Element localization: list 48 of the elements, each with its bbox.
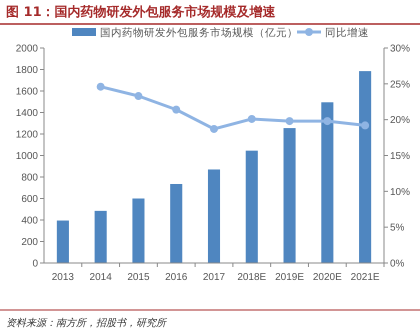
x-tick-label: 2016 [165,272,188,283]
legend-label: 国内药物研发外包服务市场规模（亿元） [100,26,298,39]
y-tick-label: 1400 [16,108,38,119]
y-tick-label: 800 [21,172,38,184]
bar [94,210,107,263]
x-tick-label: 2017 [202,272,226,283]
bar [284,128,296,263]
y-tick-label: 1800 [16,65,38,76]
y-tick-label: 2000 [16,44,38,54]
bar [132,198,144,263]
x-tick-label: 2015 [127,272,150,283]
point [286,117,294,126]
y-tick-label: 200 [21,237,38,248]
point [172,106,180,114]
y-tick-label: 0 [32,258,38,270]
point [361,121,370,130]
x-tick-label: 2018E [237,272,267,283]
x-tick-label: 2021E [350,272,380,283]
y2-tick-label: 0% [390,258,405,270]
bar [359,71,372,263]
y-tick-label: 400 [21,216,38,226]
bar [56,220,69,263]
chart-title: 图 11：国内药物研发外包服务市场规模及增速 [6,4,277,20]
y2-tick-label: 10% [390,186,410,198]
bar [246,150,258,263]
x-tick-label: 2013 [52,272,74,283]
point [323,117,332,126]
y2-tick-label: 20% [390,115,410,126]
text: 资料来源：南方所，招股书，研究所 [6,317,168,329]
y-tick-label: 1600 [16,86,38,98]
y2-tick-label: 5% [390,222,405,234]
point [210,124,218,133]
point [248,114,256,123]
y2-tick-label: 25% [390,79,410,90]
bar [208,169,220,263]
bar [170,184,182,263]
bar [321,102,334,263]
point [96,82,105,91]
y-tick-label: 1200 [16,130,38,140]
legend-label: 同比增速 [325,26,369,39]
y-tick-label: 600 [21,194,38,205]
y-tick-label: 1000 [16,151,38,162]
x-tick-label: 2014 [90,272,112,283]
y2-tick-label: 15% [390,151,410,162]
x-tick-label: 2019E [275,272,304,283]
x-tick-label: 2020E [312,272,342,283]
y2-tick-label: 30% [390,44,410,54]
point [134,92,142,100]
